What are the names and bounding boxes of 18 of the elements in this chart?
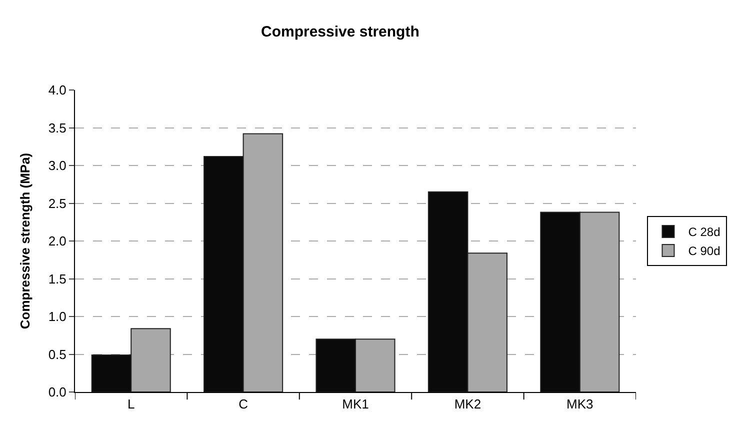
- y-tick-label: 1.0: [48, 309, 66, 324]
- y-tick-label: 1.5: [48, 271, 66, 286]
- y-tick-label: 2.0: [48, 234, 66, 249]
- x-tick-label: MK3: [566, 396, 594, 412]
- x-tick-label: C: [238, 396, 248, 412]
- y-tick-label: 3.0: [48, 158, 66, 174]
- x-tick-label: L: [127, 396, 135, 412]
- chart-title: Compressive strength: [261, 23, 420, 40]
- x-tick-label: MK1: [342, 396, 369, 412]
- y-tick-label: 0.5: [48, 346, 66, 362]
- legend-label: C 28d: [688, 225, 720, 240]
- y-axis-title: Compressive strength (MPa): [17, 152, 32, 330]
- y-tick-label: 3.5: [48, 120, 66, 136]
- y-tick-label: 2.5: [48, 196, 66, 211]
- x-tick-label: MK2: [454, 396, 482, 412]
- legend-label: C 90d: [688, 244, 720, 258]
- y-tick-label: 4.0: [48, 82, 66, 98]
- y-tick-label: 0.0: [48, 384, 66, 400]
